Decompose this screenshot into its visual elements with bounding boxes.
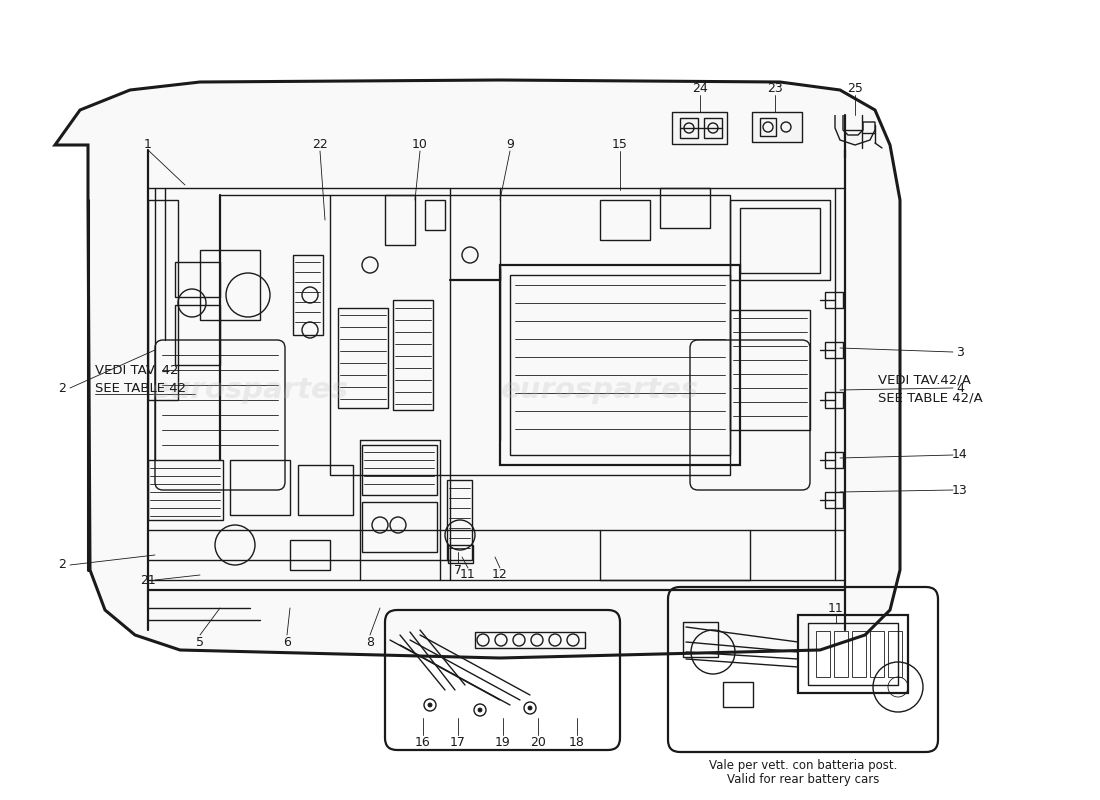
Bar xyxy=(888,631,902,677)
Text: 24: 24 xyxy=(692,82,708,94)
Bar xyxy=(362,502,437,552)
Text: VEDI TAV. 42: VEDI TAV. 42 xyxy=(95,363,178,377)
Bar xyxy=(740,208,820,273)
Text: 23: 23 xyxy=(767,82,783,94)
Bar xyxy=(500,265,740,465)
Bar xyxy=(760,118,775,136)
Bar xyxy=(683,622,718,657)
Bar xyxy=(808,623,898,685)
Text: 12: 12 xyxy=(492,569,508,582)
Bar xyxy=(752,112,802,142)
Bar xyxy=(680,118,698,138)
Bar xyxy=(672,112,727,144)
Text: 22: 22 xyxy=(312,138,328,150)
Text: 2: 2 xyxy=(58,558,66,571)
Bar xyxy=(148,460,223,520)
Text: 7: 7 xyxy=(454,563,462,577)
Text: Vale per vett. con batteria post.: Vale per vett. con batteria post. xyxy=(708,759,898,773)
Text: 8: 8 xyxy=(366,635,374,649)
Text: 17: 17 xyxy=(450,735,466,749)
Bar xyxy=(870,631,884,677)
Text: 19: 19 xyxy=(495,735,510,749)
Bar xyxy=(730,200,830,280)
Bar xyxy=(825,452,843,468)
Bar xyxy=(825,342,843,358)
Polygon shape xyxy=(835,115,874,145)
Text: 4: 4 xyxy=(956,382,964,394)
Text: eurospartes: eurospartes xyxy=(151,376,349,404)
Text: 20: 20 xyxy=(530,735,546,749)
Text: VEDI TAV.42/A: VEDI TAV.42/A xyxy=(878,374,971,386)
Text: SEE TABLE 42: SEE TABLE 42 xyxy=(95,382,186,394)
Text: 18: 18 xyxy=(569,735,585,749)
Text: 1: 1 xyxy=(144,138,152,150)
Bar xyxy=(385,195,415,245)
Text: eurospartes: eurospartes xyxy=(500,376,700,404)
Text: 13: 13 xyxy=(953,483,968,497)
Bar xyxy=(230,460,290,515)
Text: 15: 15 xyxy=(612,138,628,150)
Bar xyxy=(425,200,446,230)
Circle shape xyxy=(528,706,532,710)
Text: 21: 21 xyxy=(140,574,156,586)
Text: 2: 2 xyxy=(58,382,66,394)
Bar xyxy=(362,445,437,495)
Bar xyxy=(200,250,260,320)
Bar xyxy=(834,631,848,677)
Bar xyxy=(475,632,585,648)
Text: 5: 5 xyxy=(196,635,204,649)
Text: 6: 6 xyxy=(283,635,290,649)
Bar xyxy=(330,195,730,475)
Bar xyxy=(798,615,908,693)
Bar xyxy=(660,188,710,228)
Bar xyxy=(175,262,220,297)
Bar xyxy=(447,480,472,560)
Bar xyxy=(600,200,650,240)
Bar xyxy=(704,118,722,138)
Text: 14: 14 xyxy=(953,449,968,462)
Bar xyxy=(723,682,754,707)
Bar xyxy=(825,292,843,308)
Bar xyxy=(852,631,866,677)
Bar xyxy=(290,540,330,570)
Bar xyxy=(293,255,323,335)
Bar xyxy=(448,545,473,563)
Bar xyxy=(730,310,810,430)
Text: 11: 11 xyxy=(828,602,844,615)
Text: 25: 25 xyxy=(847,82,862,94)
Bar xyxy=(175,305,220,365)
Bar xyxy=(510,275,730,455)
Text: 11: 11 xyxy=(460,569,476,582)
Text: 16: 16 xyxy=(415,735,431,749)
Bar xyxy=(393,300,433,410)
Text: Valid for rear battery cars: Valid for rear battery cars xyxy=(727,774,879,786)
Bar xyxy=(825,492,843,508)
Text: 3: 3 xyxy=(956,346,964,358)
Bar xyxy=(816,631,831,677)
Text: SEE TABLE 42/A: SEE TABLE 42/A xyxy=(878,391,982,405)
Bar xyxy=(298,465,353,515)
Text: 10: 10 xyxy=(412,138,428,150)
Polygon shape xyxy=(55,80,900,658)
Bar xyxy=(148,200,178,400)
Circle shape xyxy=(478,708,482,712)
Text: 9: 9 xyxy=(506,138,514,150)
Bar xyxy=(338,308,388,408)
Circle shape xyxy=(428,703,432,707)
Bar xyxy=(825,392,843,408)
